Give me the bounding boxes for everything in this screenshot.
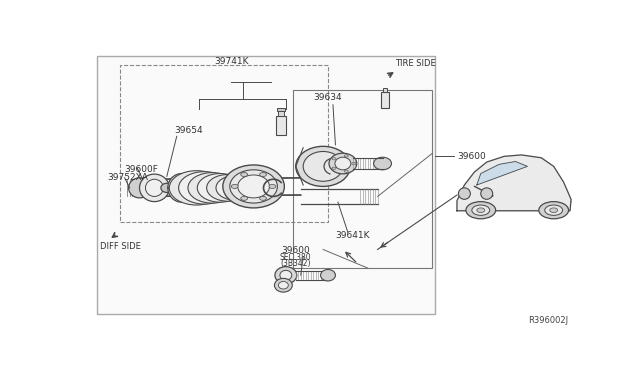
Ellipse shape <box>269 185 276 189</box>
Bar <box>381 92 389 108</box>
Text: 39654: 39654 <box>174 126 203 135</box>
Text: TIRE SIDE: TIRE SIDE <box>395 59 436 68</box>
Ellipse shape <box>278 282 288 289</box>
Text: 39741K: 39741K <box>214 57 248 66</box>
Bar <box>293 90 432 268</box>
Ellipse shape <box>225 176 262 199</box>
Text: 39600F: 39600F <box>125 165 159 174</box>
Text: 39600: 39600 <box>282 246 310 254</box>
Ellipse shape <box>303 151 343 181</box>
Ellipse shape <box>231 185 238 189</box>
Ellipse shape <box>332 158 336 160</box>
Ellipse shape <box>275 267 297 284</box>
Ellipse shape <box>329 153 356 174</box>
Ellipse shape <box>197 173 243 202</box>
Ellipse shape <box>481 188 493 199</box>
Ellipse shape <box>230 170 277 203</box>
Polygon shape <box>150 178 301 196</box>
Ellipse shape <box>145 179 163 196</box>
Ellipse shape <box>280 270 292 280</box>
Text: DIFF SIDE: DIFF SIDE <box>100 242 141 251</box>
Ellipse shape <box>241 196 248 201</box>
Text: (3B342): (3B342) <box>280 259 311 268</box>
Ellipse shape <box>140 174 169 202</box>
Bar <box>97 56 435 314</box>
Text: 39752XA: 39752XA <box>108 173 148 182</box>
Polygon shape <box>457 155 571 211</box>
Bar <box>120 65 328 222</box>
Ellipse shape <box>260 173 266 177</box>
Ellipse shape <box>223 165 284 208</box>
Ellipse shape <box>179 171 230 204</box>
Ellipse shape <box>169 171 224 205</box>
Ellipse shape <box>352 162 356 165</box>
Ellipse shape <box>458 188 470 199</box>
Ellipse shape <box>207 174 250 201</box>
Ellipse shape <box>539 202 568 219</box>
Ellipse shape <box>168 173 196 202</box>
Ellipse shape <box>550 208 557 212</box>
Ellipse shape <box>344 170 348 172</box>
Text: 39634: 39634 <box>314 93 342 102</box>
Bar <box>278 110 284 116</box>
Polygon shape <box>477 161 527 185</box>
Ellipse shape <box>188 173 237 203</box>
Ellipse shape <box>129 178 150 198</box>
Ellipse shape <box>237 175 269 198</box>
Ellipse shape <box>321 269 335 281</box>
Ellipse shape <box>275 278 292 292</box>
Text: 39600: 39600 <box>457 153 486 161</box>
Text: 39641K: 39641K <box>335 231 370 240</box>
Ellipse shape <box>472 205 490 215</box>
Ellipse shape <box>216 176 255 200</box>
Ellipse shape <box>344 155 348 157</box>
Ellipse shape <box>477 208 484 212</box>
Bar <box>277 108 285 110</box>
Text: SEC.380: SEC.380 <box>280 253 312 262</box>
Bar <box>276 116 286 135</box>
Polygon shape <box>162 185 172 191</box>
Ellipse shape <box>332 167 336 169</box>
Ellipse shape <box>161 183 173 192</box>
Ellipse shape <box>374 157 392 170</box>
Ellipse shape <box>335 157 351 170</box>
Ellipse shape <box>173 178 191 198</box>
Ellipse shape <box>545 205 563 215</box>
Ellipse shape <box>296 146 350 186</box>
Text: R396002J: R396002J <box>529 316 568 325</box>
Ellipse shape <box>466 202 495 219</box>
Bar <box>383 87 387 92</box>
Polygon shape <box>301 189 378 203</box>
Ellipse shape <box>241 173 248 177</box>
Ellipse shape <box>260 196 266 201</box>
